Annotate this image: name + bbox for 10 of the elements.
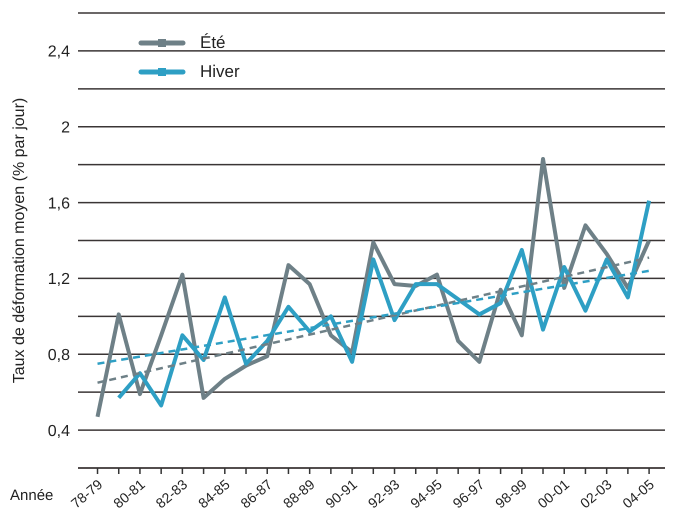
y-tick-label: 2 (61, 119, 70, 136)
y-axis-title: Taux de déformation moyen (% par jour) (11, 98, 28, 384)
legend-label: Hiver (200, 62, 240, 82)
y-tick-label: 0,4 (48, 422, 70, 440)
y-tick-label: 2,4 (48, 44, 70, 61)
y-tick-label: 0,8 (48, 346, 70, 364)
x-axis-title: Année (10, 487, 54, 504)
y-tick-label: 1,6 (48, 195, 70, 212)
legend-label: Été (200, 32, 226, 52)
y-tick-label: 1,2 (48, 271, 70, 288)
